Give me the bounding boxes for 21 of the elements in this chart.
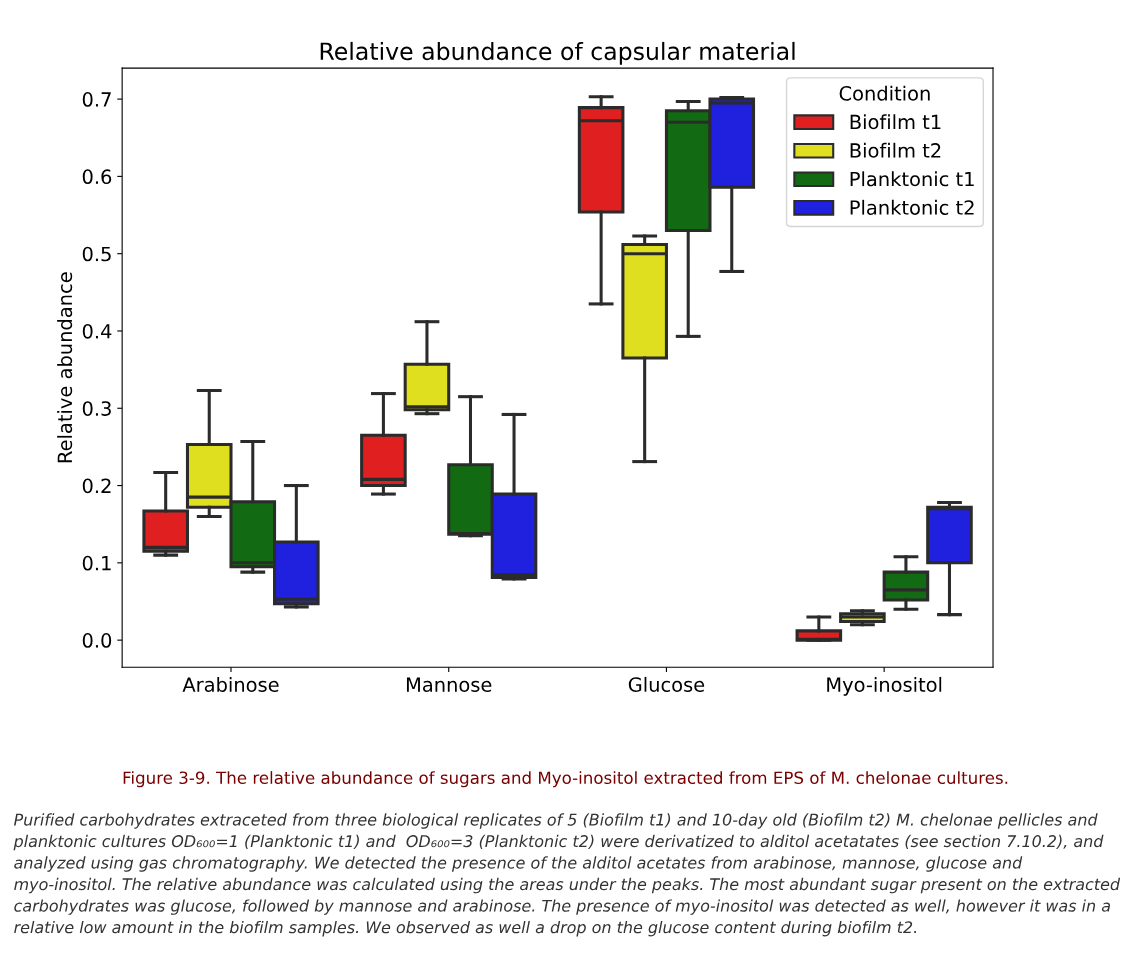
legend-title: Condition bbox=[839, 85, 930, 101]
x-tick-label: Arabinose bbox=[182, 676, 279, 692]
x-tick-label: Glucose bbox=[628, 676, 705, 692]
legend-label: Biofilm t1 bbox=[850, 114, 941, 130]
x-tick-label: Mannose bbox=[406, 677, 492, 692]
y-tick-label: 0.4 bbox=[82, 323, 112, 339]
y-tick-label: 0.0 bbox=[82, 633, 112, 648]
y-tick-label: 0.6 bbox=[82, 169, 112, 185]
legend-label: Biofilm t2 bbox=[850, 142, 941, 158]
x-tick-label: Myo-inositol bbox=[827, 676, 942, 696]
caption: Figure 3-9. The relative abundance of sugars and Myo-inositol extracted from EPS of M. chelonae cultures. bbox=[123, 771, 1008, 788]
y-tick-label: 0.2 bbox=[82, 478, 111, 494]
legend-label: Planktonic t1 bbox=[850, 171, 974, 187]
chart-title: Relative abundance of capsular material bbox=[320, 41, 795, 65]
y-tick-label: 0.1 bbox=[82, 555, 111, 571]
text: Purified carbohydrates extraceted from three biological replicates of 5 (Biofilm t1) and 10-day old (Biofilm t2) M. chelonae pellicles and planktonic cultures OD₆₀₀=1 (Planktonic t1) and OD₆₀₀=3 (Planktonic t2) were derivatized to alditol acetatates (see section 7.10.2), and analyzed using gas chromatography. We detected the presence of the alditol acetates from arabinose, mannose, glucose and myo-inositol. The relative abundance was calculated using the areas under the peaks. The most abundant sugar present on the extracted carbohydrates was glucose, followed by mannose and arabinose. The presence of myo-inositol was detected as well, however it was in a relative low amount in the biofilm samples. We observed as well a drop on the glucose content during biofilm t2. bbox=[13, 813, 1121, 937]
y-tick-label: 0.3 bbox=[82, 401, 111, 416]
y-tick-label: 0.7 bbox=[82, 92, 111, 107]
legend-label: Planktonic t2 bbox=[850, 199, 974, 215]
y-tick-label: 0.5 bbox=[82, 246, 111, 262]
y-axis-title: Relative abundance bbox=[57, 272, 73, 463]
